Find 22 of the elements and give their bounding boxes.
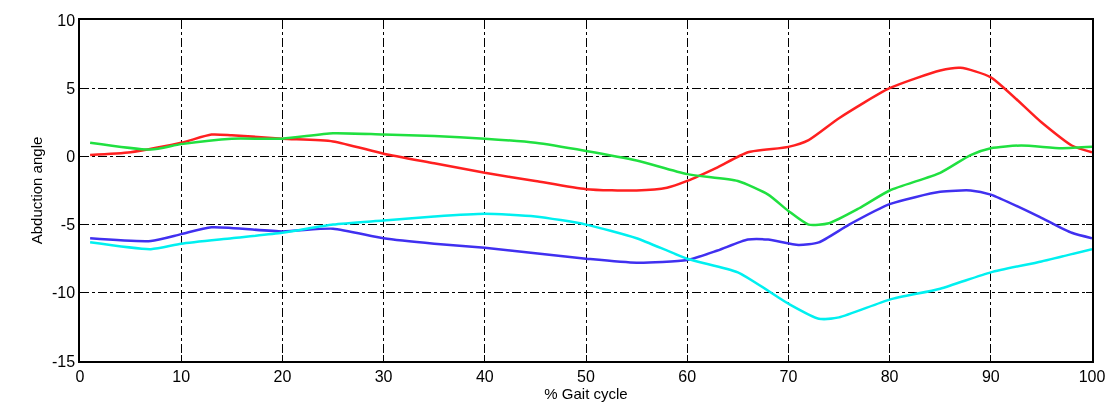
y-tick-label: -5: [60, 216, 76, 234]
x-tick-label: 30: [374, 367, 393, 385]
y-tick-label: 0: [66, 148, 76, 165]
x-tick-label: 100: [1078, 367, 1106, 385]
line-series: [88, 189, 1092, 265]
x-axis-title: % Gait cycle: [544, 384, 628, 402]
y-tick-label: -10: [51, 284, 76, 302]
x-tick-label: 60: [678, 367, 697, 385]
x-tick-label: 10: [172, 367, 191, 385]
y-tick-label: 5: [66, 79, 76, 97]
line-series: [88, 131, 1092, 227]
x-tick-label: 20: [273, 367, 292, 385]
x-tick-label: 80: [880, 367, 899, 385]
y-tick-label: 10: [57, 11, 76, 29]
x-tick-label: 90: [981, 367, 1000, 385]
x-tick-label: 40: [475, 367, 494, 385]
line-series: [88, 66, 1092, 192]
x-tick-label: 70: [779, 367, 798, 385]
y-axis-title: Abduction angle: [27, 136, 45, 245]
y-tick-label: -15: [51, 352, 76, 370]
line-series: [88, 212, 1092, 320]
x-tick-label: 50: [577, 367, 595, 385]
